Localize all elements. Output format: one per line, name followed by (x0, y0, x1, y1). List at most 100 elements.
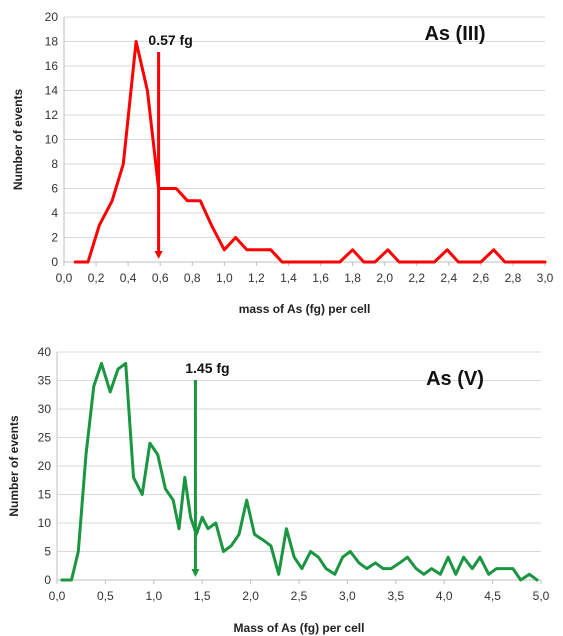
chart1-data-point (397, 260, 401, 264)
chart2-data-point (430, 567, 433, 570)
chart1-data-point (433, 260, 436, 264)
chart1-x-tick-label: 0,0 (56, 271, 73, 285)
chart2-y-axis-title: Number of events (7, 415, 21, 517)
chart2-x-tick-label: 2,5 (291, 589, 308, 603)
chart1-marker-label: 0.57 fg (148, 32, 192, 48)
chart1-data-point (503, 260, 507, 264)
chart1-data-point (292, 260, 295, 264)
chart2-data-point (70, 578, 73, 582)
chart2-data-point (349, 550, 352, 553)
chart2-x-tick-label: 2,0 (242, 589, 259, 603)
chart1-y-tick-label: 4 (51, 206, 58, 220)
chart2-species-label: As (V) (426, 368, 484, 390)
chart1-data-point (338, 260, 341, 264)
chart1-data-point (269, 248, 273, 251)
chart2-data-point (183, 476, 186, 479)
chart2-data-point (535, 578, 539, 582)
chart1-y-tick-label: 12 (45, 108, 59, 122)
chart1-data-point (457, 260, 460, 264)
chart1-data-point (492, 248, 495, 251)
chart2-data-point (478, 556, 482, 559)
chart2-x-tick-label: 4,5 (484, 589, 501, 603)
chart1-data-point (514, 260, 518, 264)
chart2-x-tick-label: 1,0 (145, 589, 162, 603)
chart1-x-tick-label: 0,2 (88, 271, 105, 285)
chart2-y-tick-label: 5 (44, 545, 51, 559)
chart2-data-point (374, 561, 377, 565)
chart2-data-point (511, 567, 515, 570)
chart2-data-point (439, 573, 442, 576)
chart2-data-point (357, 561, 361, 565)
chart2-data-point (109, 390, 112, 394)
chart1-x-tick-label: 1,2 (248, 271, 265, 285)
chart1-data-point (98, 224, 101, 227)
chart2-x-tick-label: 1,5 (194, 589, 211, 603)
chart2-x-tick-label: 3,5 (387, 589, 404, 603)
chart2-data-point (156, 453, 159, 456)
chart2-data-point (503, 567, 506, 570)
chart2-y-tick-label: 10 (38, 516, 52, 530)
chart2-data-point (201, 516, 204, 519)
chart1-data-point (210, 224, 213, 227)
chart2-x-tick-label: 3,0 (339, 589, 356, 603)
chart2-data-point (77, 550, 80, 553)
chart2-x-tick-label: 5,0 (533, 589, 550, 603)
chart2-data-point (245, 499, 248, 502)
chart2-y-tick-label: 30 (38, 402, 52, 416)
chart2-y-tick-label: 0 (44, 573, 51, 587)
chart2-data-point (132, 476, 135, 479)
chart2-data-point (100, 362, 103, 365)
chart2-data-point (471, 567, 474, 570)
chart2-y-tick-label: 15 (38, 488, 52, 502)
chart1-series-line (73, 40, 547, 264)
chart1-data-point (234, 236, 237, 239)
chart2-data-point (341, 556, 344, 559)
chart2-x-tick-label: 0,0 (49, 589, 66, 603)
chart2-data-point (398, 561, 401, 565)
chart2-y-tick-label: 40 (38, 345, 52, 359)
chart2-data-point (462, 556, 465, 559)
chart2-data-point (189, 516, 192, 519)
chart2-data-point (222, 550, 225, 553)
chart2-data-point (92, 385, 95, 388)
chart2-x-tick-label: 0,5 (97, 589, 114, 603)
chart2-data-point (237, 533, 241, 536)
chart2-data-point (333, 573, 337, 576)
chart1-data-point (175, 187, 178, 190)
chart2-data-point (317, 556, 320, 559)
chart1-y-tick-label: 20 (45, 10, 59, 24)
chart1-x-tick-label: 0,4 (120, 271, 137, 285)
chart1-data-point (223, 248, 226, 251)
chart1-data-point (303, 260, 306, 264)
chart2-data-point (253, 533, 256, 536)
chart2-data-point (84, 453, 88, 456)
chart1-x-tick-label: 1,4 (280, 271, 297, 285)
chart1-data-point (445, 248, 449, 251)
chart1-data-point (421, 260, 425, 264)
chart2-x-tick-label: 4,0 (436, 589, 453, 603)
chart2-data-point (487, 573, 490, 576)
chart1-data-point (86, 260, 90, 264)
chart2-data-point (277, 573, 280, 576)
chart2-data-point (140, 493, 144, 496)
chart2-data-point (171, 499, 175, 502)
chart1-x-tick-label: 1,8 (344, 271, 361, 285)
chart1-y-tick-label: 16 (45, 59, 59, 73)
chart2-data-point (285, 527, 288, 530)
chart2-data-point (261, 538, 265, 542)
chart1-data-point (122, 162, 125, 166)
chart2-data-point (164, 487, 167, 490)
chart1-data-point (146, 89, 149, 92)
chart1-data-point (527, 260, 531, 264)
chart1-x-tick-label: 2,8 (505, 271, 522, 285)
chart1-data-point (186, 199, 189, 202)
chart2-data-point (177, 527, 181, 530)
chart2-marker-arrow-head (191, 569, 200, 577)
chart1-x-tick-label: 0,6 (152, 271, 169, 285)
chart2-data-point (519, 578, 522, 582)
chart2-y-tick-label: 35 (38, 374, 52, 388)
chart1-data-point (479, 260, 483, 264)
chart2-data-point (309, 550, 312, 553)
chart2-data-point (324, 567, 328, 570)
